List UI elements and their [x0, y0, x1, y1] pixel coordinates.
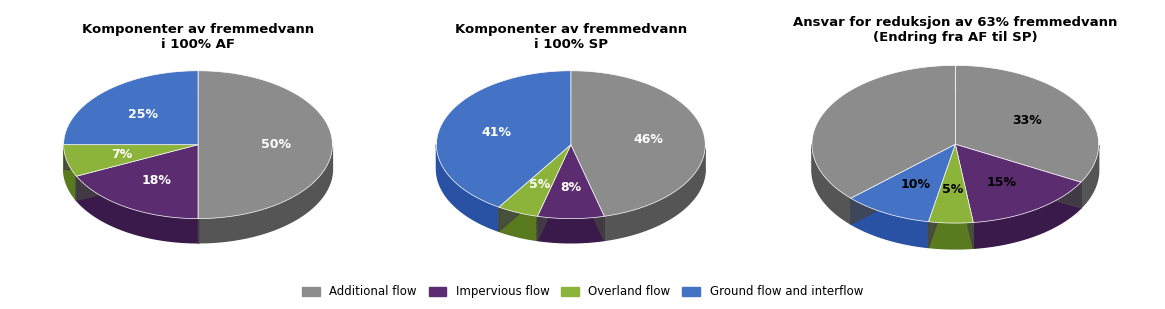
Polygon shape: [499, 145, 571, 231]
Text: 25%: 25%: [128, 108, 158, 121]
Polygon shape: [437, 71, 571, 207]
Polygon shape: [571, 145, 605, 240]
Polygon shape: [955, 144, 1081, 208]
Polygon shape: [64, 71, 198, 145]
Polygon shape: [537, 216, 605, 243]
Ellipse shape: [64, 95, 332, 243]
Polygon shape: [929, 144, 973, 223]
Polygon shape: [973, 182, 1081, 248]
Polygon shape: [64, 145, 198, 169]
Text: 7%: 7%: [112, 147, 133, 161]
Polygon shape: [437, 145, 499, 231]
Polygon shape: [929, 144, 955, 248]
Polygon shape: [929, 144, 955, 248]
Title: Ansvar for reduksjon av 63% fremmedvann
(Endring fra AF til SP): Ansvar for reduksjon av 63% fremmedvann …: [793, 16, 1117, 44]
Text: 33%: 33%: [1012, 114, 1042, 127]
Polygon shape: [812, 66, 955, 198]
Polygon shape: [198, 71, 332, 219]
Polygon shape: [77, 145, 198, 200]
Polygon shape: [571, 145, 605, 240]
Polygon shape: [1081, 145, 1099, 208]
Text: 15%: 15%: [987, 176, 1017, 188]
Polygon shape: [850, 198, 929, 248]
Text: 5%: 5%: [529, 178, 551, 191]
Polygon shape: [499, 207, 537, 240]
Polygon shape: [537, 145, 571, 240]
Polygon shape: [537, 145, 605, 219]
Polygon shape: [812, 145, 850, 224]
Ellipse shape: [812, 91, 1099, 249]
Polygon shape: [77, 145, 198, 219]
Polygon shape: [64, 145, 198, 169]
Polygon shape: [537, 145, 571, 240]
Polygon shape: [64, 145, 77, 200]
Polygon shape: [955, 66, 1099, 182]
Text: 18%: 18%: [141, 174, 171, 187]
Title: Komponenter av fremmedvann
i 100% AF: Komponenter av fremmedvann i 100% AF: [82, 23, 315, 51]
Text: 46%: 46%: [634, 133, 663, 146]
Polygon shape: [929, 222, 973, 249]
Polygon shape: [955, 144, 973, 248]
Polygon shape: [77, 145, 198, 200]
Text: 50%: 50%: [261, 138, 291, 151]
Ellipse shape: [437, 95, 705, 243]
Polygon shape: [850, 144, 955, 224]
Polygon shape: [955, 144, 973, 248]
Polygon shape: [955, 144, 1081, 222]
Text: 8%: 8%: [560, 181, 581, 194]
Legend: Additional flow, Impervious flow, Overland flow, Ground flow and interflow: Additional flow, Impervious flow, Overla…: [297, 281, 868, 303]
Polygon shape: [955, 144, 1081, 208]
Text: 41%: 41%: [481, 126, 511, 139]
Polygon shape: [850, 144, 955, 222]
Polygon shape: [64, 145, 198, 176]
Polygon shape: [499, 145, 571, 231]
Polygon shape: [571, 71, 705, 216]
Polygon shape: [850, 144, 955, 224]
Polygon shape: [77, 176, 198, 243]
Text: 10%: 10%: [901, 178, 930, 191]
Title: Komponenter av fremmedvann
i 100% SP: Komponenter av fremmedvann i 100% SP: [454, 23, 687, 51]
Polygon shape: [198, 147, 332, 243]
Text: 5%: 5%: [942, 184, 963, 197]
Polygon shape: [499, 145, 571, 216]
Polygon shape: [605, 148, 705, 240]
